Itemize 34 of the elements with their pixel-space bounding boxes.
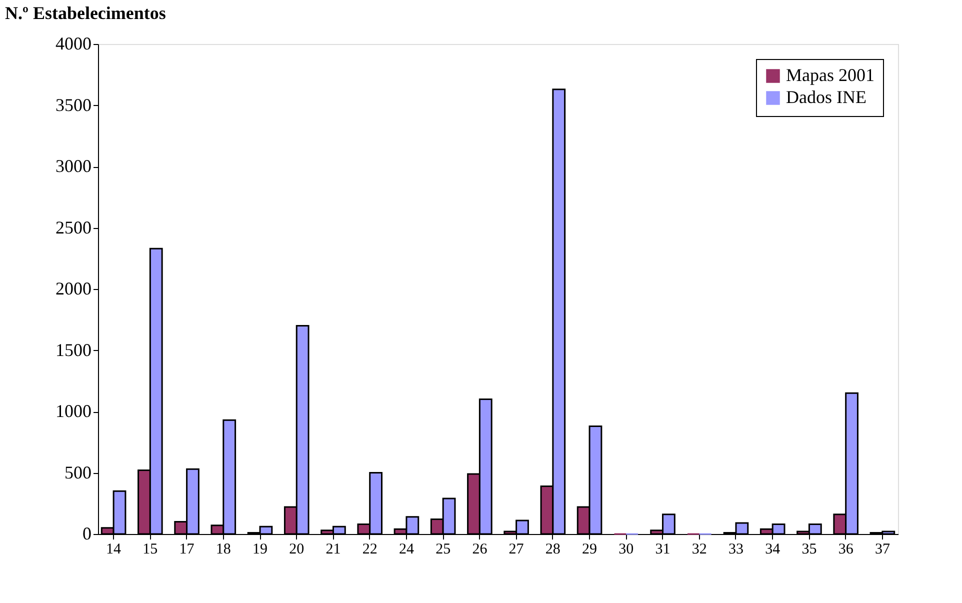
y-tick-label: 4000 [56, 34, 92, 54]
y-tick-label: 1000 [56, 401, 92, 421]
y-tick-label: 3000 [56, 156, 92, 176]
x-tick-label: 29 [582, 542, 598, 558]
x-tick-label: 33 [728, 542, 744, 558]
x-tick-label: 18 [216, 542, 231, 558]
y-tick-label: 1500 [56, 340, 92, 360]
x-tick-label: 35 [802, 542, 817, 558]
y-axis-title: N.º Estabelecimentos [5, 3, 166, 23]
x-tick-label: 21 [326, 542, 341, 558]
y-tick-label: 2500 [56, 217, 92, 238]
x-tick-label: 24 [398, 542, 414, 558]
x-tick-label: 25 [436, 542, 451, 558]
x-tick-label: 37 [874, 542, 890, 558]
y-tick-label: 500 [64, 462, 92, 482]
y-tick-label: 0 [82, 524, 92, 544]
x-tick-label: 20 [289, 542, 304, 558]
legend-label: Dados INE [786, 87, 866, 107]
x-tick-label: 19 [252, 542, 268, 558]
x-tick-label: 17 [179, 542, 195, 558]
x-tick-label: 31 [655, 542, 670, 558]
x-tick-label: 28 [545, 542, 560, 558]
x-tick-label: 36 [838, 542, 854, 558]
x-tick-label: 30 [618, 542, 634, 558]
x-tick-label: 14 [106, 542, 122, 558]
y-tick-label: 3500 [56, 94, 92, 115]
x-tick-label: 34 [765, 542, 781, 558]
x-tick-label: 27 [508, 542, 524, 558]
x-tick-label: 15 [142, 542, 158, 558]
x-tick-label: 32 [692, 542, 707, 558]
x-tick-label: 26 [472, 542, 488, 558]
y-tick-label: 2000 [56, 278, 92, 298]
x-tick-label: 22 [362, 542, 378, 558]
legend-label: Mapas 2001 [786, 65, 874, 85]
